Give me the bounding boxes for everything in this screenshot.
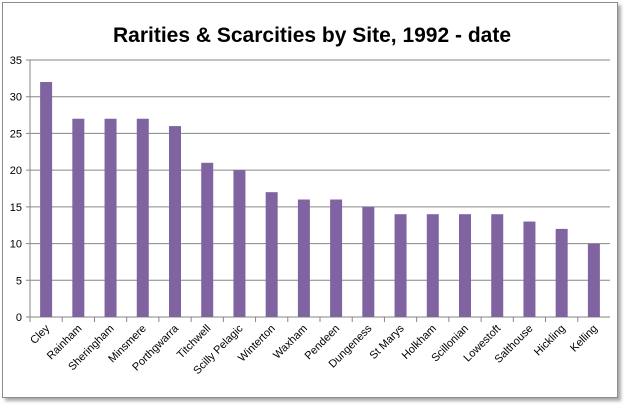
bar-rainham bbox=[72, 118, 85, 317]
y-tick-label: 30 bbox=[10, 92, 22, 104]
bar-scilly-pelagic bbox=[233, 170, 246, 317]
x-tick-label: Hickling bbox=[532, 323, 568, 359]
x-tick-label: Kelling bbox=[568, 323, 600, 355]
y-tick-label: 15 bbox=[10, 202, 22, 214]
bar-scillonian bbox=[459, 214, 471, 317]
y-tick-label: 25 bbox=[10, 128, 22, 140]
bar-minsmere bbox=[136, 118, 149, 317]
bar-porthgwarra bbox=[169, 126, 181, 317]
bar-waxham bbox=[297, 199, 310, 317]
bar-lowestoft bbox=[491, 214, 504, 317]
chart-title: Rarities & Scarcities by Site, 1992 - da… bbox=[113, 24, 511, 47]
bar-hickling bbox=[555, 228, 568, 317]
y-tick-label: 5 bbox=[16, 275, 22, 287]
y-tick-label: 20 bbox=[10, 165, 22, 177]
bar-dungeness bbox=[362, 206, 375, 317]
y-tick-label: 0 bbox=[16, 312, 22, 324]
bar-kelling bbox=[587, 243, 600, 317]
y-tick-label: 10 bbox=[10, 239, 22, 251]
bar-st-marys bbox=[394, 214, 407, 317]
bar-sheringham bbox=[104, 118, 117, 317]
x-tick-label: Cley bbox=[28, 322, 52, 346]
bar-holkham bbox=[426, 214, 439, 317]
bar-cley bbox=[40, 82, 53, 318]
bar-winterton bbox=[265, 192, 278, 317]
bar-pendeen bbox=[330, 199, 343, 317]
bar-titchwell bbox=[201, 162, 214, 317]
y-tick-label: 35 bbox=[10, 55, 22, 67]
bar-salthouse bbox=[523, 221, 536, 317]
